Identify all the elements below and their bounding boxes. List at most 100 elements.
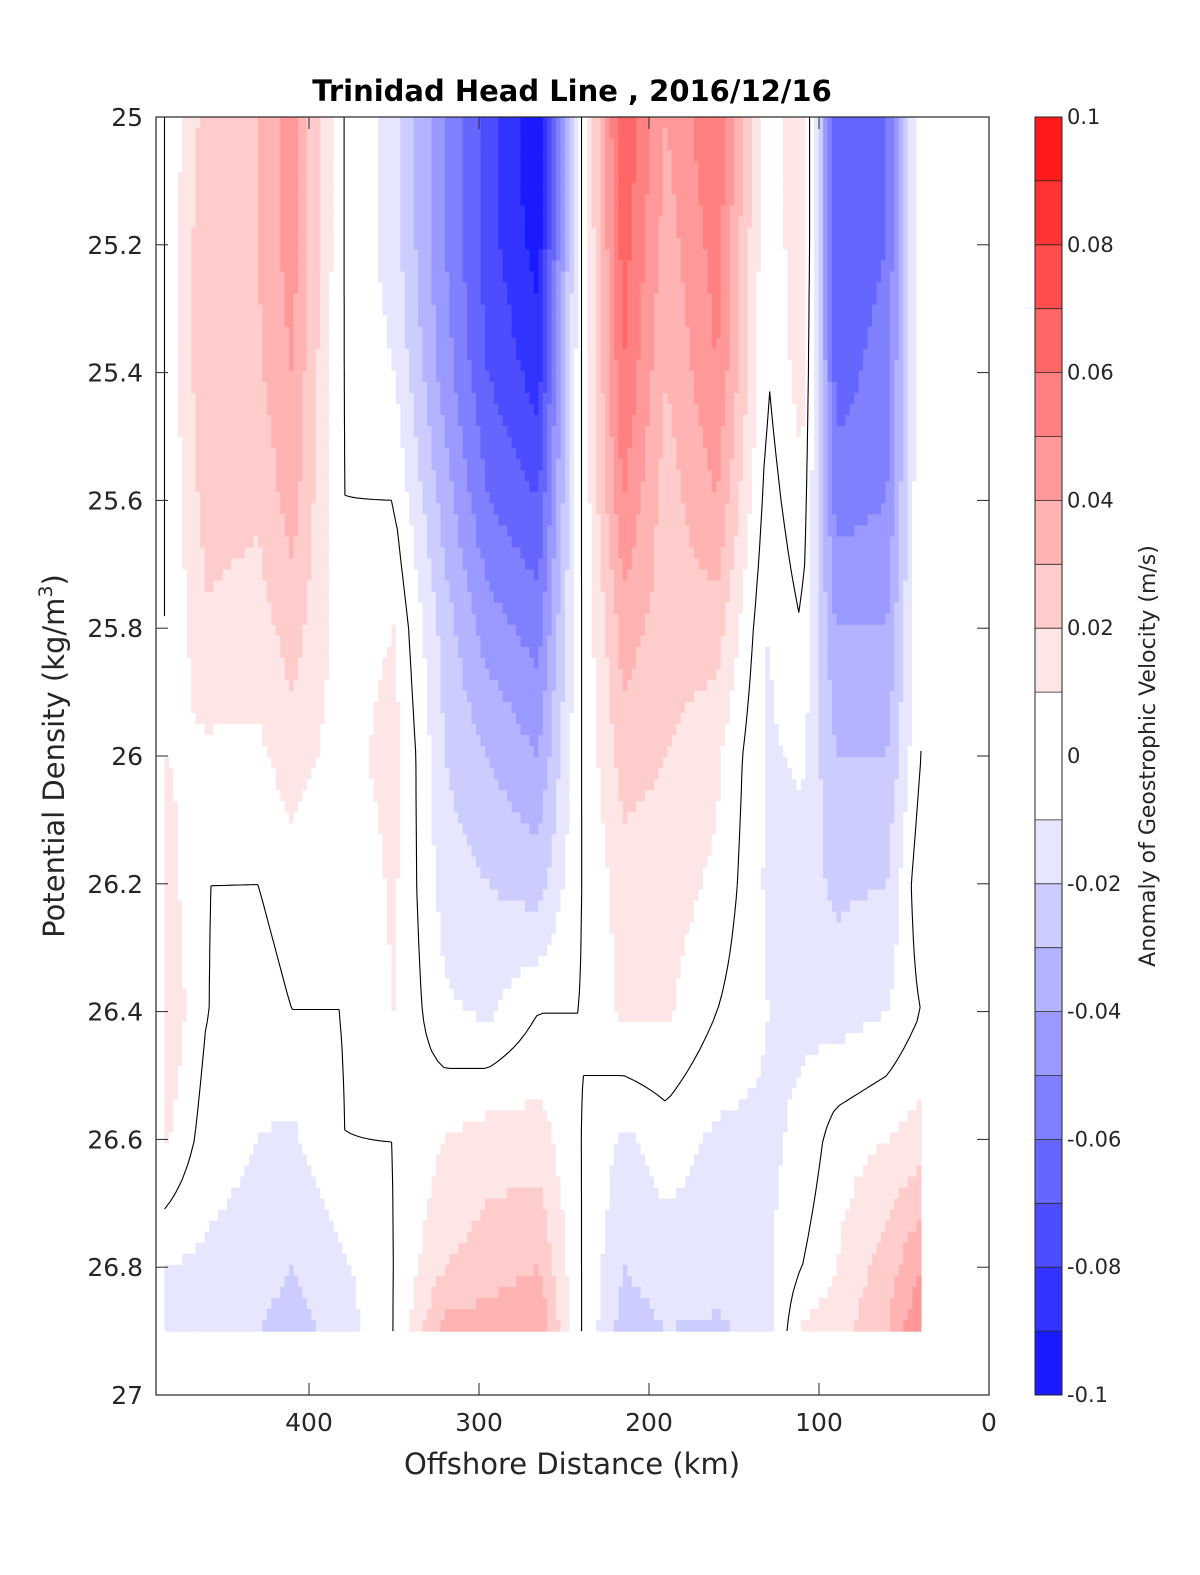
contour-cell xyxy=(534,161,539,173)
contour-cell xyxy=(654,183,659,195)
contour-cell xyxy=(636,172,641,184)
contour-cell xyxy=(841,172,846,184)
contour-cell xyxy=(721,172,726,184)
contour-cell xyxy=(258,128,263,140)
contour-cell xyxy=(467,205,472,217)
contour-cell xyxy=(231,139,236,151)
contour-cell xyxy=(485,205,490,217)
contour-cell xyxy=(543,205,548,217)
contour-cell xyxy=(730,216,735,228)
contour-cell xyxy=(213,172,218,184)
contour-cell xyxy=(534,216,539,228)
contour-cell xyxy=(298,139,303,151)
contour-cell xyxy=(618,139,623,151)
contour-cell xyxy=(383,150,388,162)
contour-cell xyxy=(872,205,877,217)
contour-cell xyxy=(298,183,303,195)
contour-cell xyxy=(347,194,352,206)
contour-cell xyxy=(632,139,637,151)
contour-cell xyxy=(405,150,410,162)
contour-cell xyxy=(779,205,784,217)
contour-cell xyxy=(498,216,503,228)
contour-cell xyxy=(627,139,632,151)
contour-cell xyxy=(334,216,339,228)
contour-cell xyxy=(627,161,632,173)
contour-cell xyxy=(859,172,864,184)
contour-cell xyxy=(440,183,445,195)
contour-cell xyxy=(534,128,539,140)
contour-cell xyxy=(529,161,534,173)
contour-cell xyxy=(636,117,641,129)
contour-cell xyxy=(316,139,321,151)
contour-cell xyxy=(298,205,303,217)
contour-cell xyxy=(770,183,775,195)
contour-cell xyxy=(285,128,290,140)
contour-cell xyxy=(276,128,281,140)
contour-cell xyxy=(485,161,490,173)
contour-cell xyxy=(823,216,828,228)
contour-cell xyxy=(494,161,499,173)
contour-cell xyxy=(596,183,601,195)
contour-cell xyxy=(262,183,267,195)
contour-cell xyxy=(480,139,485,151)
contour-cell xyxy=(796,194,801,206)
contour-cell xyxy=(476,161,481,173)
contour-cell xyxy=(543,128,548,140)
contour-cell xyxy=(254,172,259,184)
contour-cell xyxy=(440,172,445,184)
contour-cell xyxy=(222,183,227,195)
contour-cell xyxy=(298,216,303,228)
contour-cell xyxy=(454,139,459,151)
contour-cell xyxy=(445,183,450,195)
contour-cell xyxy=(699,172,704,184)
contour-cell xyxy=(320,172,325,184)
contour-cell xyxy=(547,150,552,162)
contour-cell xyxy=(730,172,735,184)
contour-cell xyxy=(218,183,223,195)
contour-cell xyxy=(236,205,241,217)
contour-cell xyxy=(218,117,223,129)
contour-cell xyxy=(681,128,686,140)
contour-cell xyxy=(254,205,259,217)
contour-cell xyxy=(213,183,218,195)
contour-cell xyxy=(605,139,610,151)
contour-cell xyxy=(788,139,793,151)
contour-cell xyxy=(618,117,623,129)
contour-cell xyxy=(356,161,361,173)
contour-cell xyxy=(743,194,748,206)
contour-cell xyxy=(485,117,490,129)
contour-cell xyxy=(707,205,712,217)
contour-cell xyxy=(356,194,361,206)
contour-cell xyxy=(699,183,704,195)
contour-cell xyxy=(632,128,637,140)
contour-cell xyxy=(912,128,917,140)
contour-cell xyxy=(752,183,757,195)
contour-cell xyxy=(788,172,793,184)
contour-cell xyxy=(699,128,704,140)
contour-cell xyxy=(730,117,735,129)
contour-cell xyxy=(885,172,890,184)
contour-cell xyxy=(432,117,437,129)
contour-cell xyxy=(213,139,218,151)
contour-cell xyxy=(298,161,303,173)
contour-cell xyxy=(890,150,895,162)
contour-cell xyxy=(182,183,187,195)
contour-cell xyxy=(191,216,196,228)
contour-cell xyxy=(770,139,775,151)
contour-cell xyxy=(574,161,579,173)
contour-cell xyxy=(663,205,668,217)
contour-cell xyxy=(828,150,833,162)
contour-cell xyxy=(218,128,223,140)
contour-cell xyxy=(569,194,574,206)
contour-cell xyxy=(703,150,708,162)
contour-cell xyxy=(302,183,307,195)
contour-cell xyxy=(267,172,272,184)
contour-cell xyxy=(690,194,695,206)
contour-cell xyxy=(690,117,695,129)
contour-cell xyxy=(472,161,477,173)
contour-cell xyxy=(289,194,294,206)
contour-cell xyxy=(694,194,699,206)
contour-cell xyxy=(814,205,819,217)
contour-cell xyxy=(325,194,330,206)
contour-cell xyxy=(516,183,521,195)
